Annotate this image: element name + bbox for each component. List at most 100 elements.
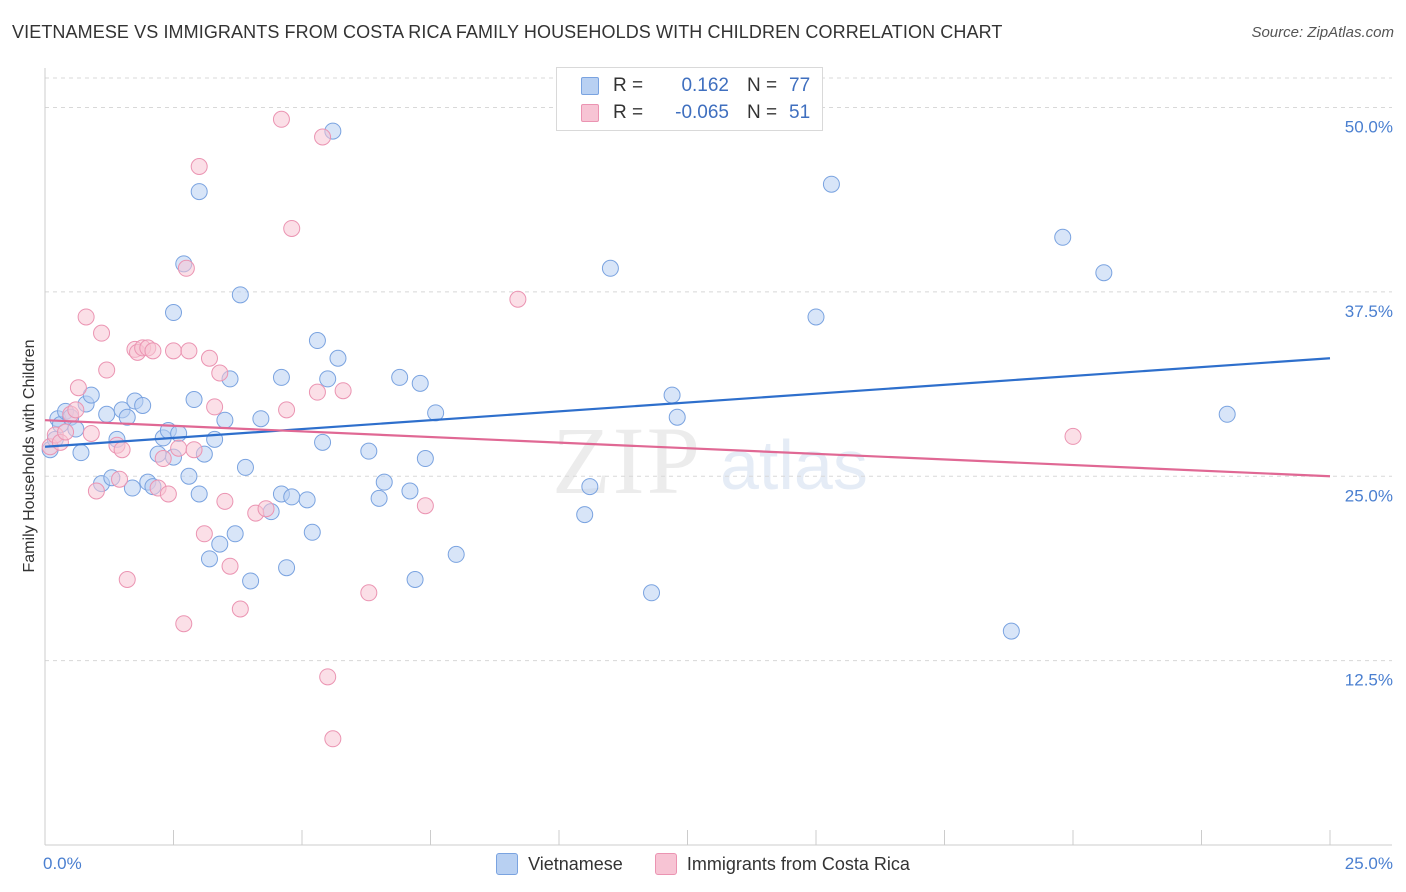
costa-rica-point [67,401,85,419]
legend-row-costa-rica: R = -0.065 N = 51 [581,101,810,125]
stats-legend: R = 0.162 N = 77 R = -0.065 N = 51 [556,67,823,131]
vietnamese-point [319,370,337,388]
vietnamese-point [643,584,661,602]
costa-rica-point [334,382,352,400]
vietnamese-point [822,175,840,193]
costa-rica-point [77,308,95,326]
grid-lines [45,77,1392,662]
legend-swatch-pink [581,104,599,122]
costa-rica-point [200,349,218,367]
vietnamese-point [416,450,434,468]
vietnamese-point [601,259,619,277]
series-legend: Vietnamese Immigrants from Costa Rica [0,851,1406,877]
costa-rica-point [154,450,172,468]
costa-rica-point [206,398,224,416]
series-swatch-blue [496,853,519,875]
trend-lines [44,357,1331,478]
vietnamese-point [447,545,465,563]
vietnamese-point [98,405,116,423]
vietnamese-point [211,535,229,553]
costa-rica-point [177,259,195,277]
costa-rica-point [190,158,208,175]
vietnamese-point [226,525,244,543]
vietnamese-point [134,396,152,414]
series-swatch-pink [654,853,677,875]
vietnamese-point [190,183,208,201]
costa-rica-point [170,439,188,457]
costa-rica-point [272,110,290,128]
costa-rica-point [231,600,249,618]
vietnamese-point [668,408,686,426]
vietnamese-point [663,386,681,404]
y-tick-label: 37.5% [1345,302,1393,321]
series-label-costa-rica: Immigrants from Costa Rica [686,853,910,874]
vietnamese-point [118,408,136,426]
series-label-vietnamese: Vietnamese [528,853,623,874]
legend-n-value: 51 [789,102,811,123]
watermark-atlas: atlas [720,426,868,504]
vietnamese-point [272,368,290,386]
vietnamese-point [1002,622,1020,640]
chart-title: VIETNAMESE VS IMMIGRANTS FROM COSTA RICA… [12,22,1003,42]
costa-rica-point [211,364,229,382]
costa-rica-point [221,557,239,575]
vietnamese-point [576,506,594,524]
costa-rica-point [278,401,296,419]
costa-rica-point [283,219,301,237]
vietnamese-point [1054,228,1072,246]
vietnamese-trend-line [44,357,1331,448]
legend-r-label: R = [613,75,644,96]
vietnamese-point [216,411,234,429]
vietnamese-point [252,410,270,428]
y-tick-label: 12.5% [1345,671,1393,690]
vietnamese-point [72,444,90,462]
vietnamese-point [236,458,254,476]
vietnamese-point [278,559,296,577]
costa-rica-point [98,361,116,379]
vietnamese-point [807,308,825,326]
legend-n-value: 77 [789,75,811,96]
vietnamese-point [329,349,347,367]
legend-r-value: -0.065 [675,102,729,123]
costa-rica-point [185,441,203,459]
costa-rica-point [1064,427,1082,445]
costa-rica-point [93,324,111,342]
vietnamese-point [200,550,218,568]
y-tick-label: 50.0% [1345,118,1393,137]
vietnamese-point [123,479,141,497]
vietnamese-point [411,374,429,392]
costa-rica-trend-line [44,419,1331,478]
vietnamese-point [283,488,301,506]
costa-rica-point [195,525,213,543]
axes [44,68,1392,846]
vietnamese-point [170,424,188,442]
costa-rica-point [257,500,275,518]
costa-rica-point [509,290,527,308]
x-tick-label: 0.0% [43,854,82,873]
data-points [41,110,1236,748]
series-legend-vietnamese: Vietnamese [496,853,623,875]
vietnamese-point [165,304,182,322]
vietnamese-point [406,571,424,588]
costa-rica-point [69,379,87,397]
x-tick-label: 25.0% [1345,854,1393,873]
vietnamese-point [375,473,393,491]
vietnamese-point [303,523,321,541]
legend-row-vietnamese: R = 0.162 N = 77 [581,74,810,98]
vietnamese-point [190,485,208,503]
vietnamese-point [314,433,332,451]
vietnamese-point [401,482,419,500]
costa-rica-point [416,497,434,515]
costa-rica-point [82,424,100,442]
vietnamese-point [308,332,326,350]
costa-rica-point [87,482,105,500]
source-label: Source: ZipAtlas.com [1251,24,1394,41]
costa-rica-point [360,584,378,602]
costa-rica-point [175,615,193,633]
legend-r-value: 0.162 [681,75,729,96]
vietnamese-point [180,467,198,485]
costa-rica-point [144,342,162,360]
costa-rica-point [324,730,342,748]
vietnamese-point [242,572,260,590]
